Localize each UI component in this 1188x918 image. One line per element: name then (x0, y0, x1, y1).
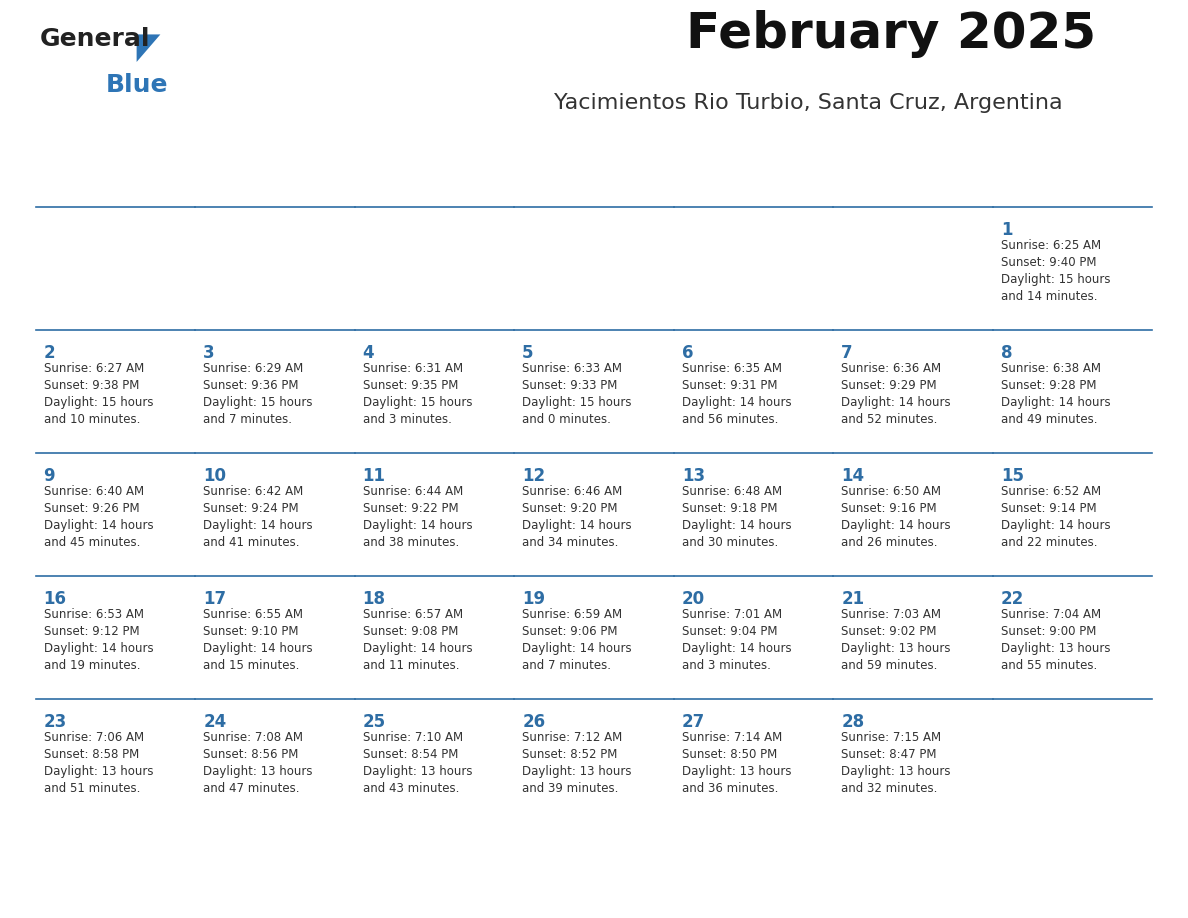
Text: Sunrise: 7:12 AM
Sunset: 8:52 PM
Daylight: 13 hours
and 39 minutes.: Sunrise: 7:12 AM Sunset: 8:52 PM Dayligh… (523, 731, 632, 795)
Text: Sunrise: 7:06 AM
Sunset: 8:58 PM
Daylight: 13 hours
and 51 minutes.: Sunrise: 7:06 AM Sunset: 8:58 PM Dayligh… (44, 731, 153, 795)
Text: General: General (39, 27, 151, 50)
Text: 10: 10 (203, 467, 226, 486)
Text: 5: 5 (523, 344, 533, 363)
Text: Sunrise: 6:53 AM
Sunset: 9:12 PM
Daylight: 14 hours
and 19 minutes.: Sunrise: 6:53 AM Sunset: 9:12 PM Dayligh… (44, 608, 153, 672)
Text: 12: 12 (523, 467, 545, 486)
Text: Sunrise: 6:50 AM
Sunset: 9:16 PM
Daylight: 14 hours
and 26 minutes.: Sunrise: 6:50 AM Sunset: 9:16 PM Dayligh… (841, 485, 950, 549)
Text: Sunday: Sunday (46, 171, 109, 189)
Text: 2: 2 (44, 344, 55, 363)
Text: 26: 26 (523, 713, 545, 732)
Text: Sunrise: 7:08 AM
Sunset: 8:56 PM
Daylight: 13 hours
and 47 minutes.: Sunrise: 7:08 AM Sunset: 8:56 PM Dayligh… (203, 731, 312, 795)
Text: Thursday: Thursday (685, 171, 763, 189)
Text: Sunrise: 6:25 AM
Sunset: 9:40 PM
Daylight: 15 hours
and 14 minutes.: Sunrise: 6:25 AM Sunset: 9:40 PM Dayligh… (1000, 239, 1111, 303)
Polygon shape (137, 34, 160, 62)
Text: 9: 9 (44, 467, 55, 486)
Text: Tuesday: Tuesday (366, 171, 434, 189)
Text: 7: 7 (841, 344, 853, 363)
Text: Sunrise: 6:57 AM
Sunset: 9:08 PM
Daylight: 14 hours
and 11 minutes.: Sunrise: 6:57 AM Sunset: 9:08 PM Dayligh… (362, 608, 473, 672)
Text: 21: 21 (841, 590, 865, 609)
Text: Sunrise: 6:48 AM
Sunset: 9:18 PM
Daylight: 14 hours
and 30 minutes.: Sunrise: 6:48 AM Sunset: 9:18 PM Dayligh… (682, 485, 791, 549)
Text: Sunrise: 6:35 AM
Sunset: 9:31 PM
Daylight: 14 hours
and 56 minutes.: Sunrise: 6:35 AM Sunset: 9:31 PM Dayligh… (682, 362, 791, 426)
Text: Blue: Blue (106, 73, 168, 97)
Text: 28: 28 (841, 713, 865, 732)
Text: Sunrise: 6:59 AM
Sunset: 9:06 PM
Daylight: 14 hours
and 7 minutes.: Sunrise: 6:59 AM Sunset: 9:06 PM Dayligh… (523, 608, 632, 672)
Text: 13: 13 (682, 467, 704, 486)
Text: Sunrise: 6:33 AM
Sunset: 9:33 PM
Daylight: 15 hours
and 0 minutes.: Sunrise: 6:33 AM Sunset: 9:33 PM Dayligh… (523, 362, 632, 426)
Text: 17: 17 (203, 590, 226, 609)
Text: 8: 8 (1000, 344, 1012, 363)
Text: February 2025: February 2025 (685, 10, 1097, 59)
Text: Sunrise: 6:27 AM
Sunset: 9:38 PM
Daylight: 15 hours
and 10 minutes.: Sunrise: 6:27 AM Sunset: 9:38 PM Dayligh… (44, 362, 153, 426)
Text: Sunrise: 6:44 AM
Sunset: 9:22 PM
Daylight: 14 hours
and 38 minutes.: Sunrise: 6:44 AM Sunset: 9:22 PM Dayligh… (362, 485, 473, 549)
Text: Sunrise: 7:14 AM
Sunset: 8:50 PM
Daylight: 13 hours
and 36 minutes.: Sunrise: 7:14 AM Sunset: 8:50 PM Dayligh… (682, 731, 791, 795)
Text: 25: 25 (362, 713, 386, 732)
Text: Sunrise: 6:40 AM
Sunset: 9:26 PM
Daylight: 14 hours
and 45 minutes.: Sunrise: 6:40 AM Sunset: 9:26 PM Dayligh… (44, 485, 153, 549)
Text: 19: 19 (523, 590, 545, 609)
Text: 4: 4 (362, 344, 374, 363)
Text: 16: 16 (44, 590, 67, 609)
Text: Sunrise: 7:03 AM
Sunset: 9:02 PM
Daylight: 13 hours
and 59 minutes.: Sunrise: 7:03 AM Sunset: 9:02 PM Dayligh… (841, 608, 950, 672)
Text: 18: 18 (362, 590, 386, 609)
Text: Saturday: Saturday (1004, 171, 1079, 189)
Text: Sunrise: 6:36 AM
Sunset: 9:29 PM
Daylight: 14 hours
and 52 minutes.: Sunrise: 6:36 AM Sunset: 9:29 PM Dayligh… (841, 362, 950, 426)
Text: 22: 22 (1000, 590, 1024, 609)
Text: Yacimientos Rio Turbio, Santa Cruz, Argentina: Yacimientos Rio Turbio, Santa Cruz, Arge… (554, 94, 1062, 113)
Text: 1: 1 (1000, 221, 1012, 240)
Text: Sunrise: 7:01 AM
Sunset: 9:04 PM
Daylight: 14 hours
and 3 minutes.: Sunrise: 7:01 AM Sunset: 9:04 PM Dayligh… (682, 608, 791, 672)
Text: Sunrise: 7:15 AM
Sunset: 8:47 PM
Daylight: 13 hours
and 32 minutes.: Sunrise: 7:15 AM Sunset: 8:47 PM Dayligh… (841, 731, 950, 795)
Text: Sunrise: 6:38 AM
Sunset: 9:28 PM
Daylight: 14 hours
and 49 minutes.: Sunrise: 6:38 AM Sunset: 9:28 PM Dayligh… (1000, 362, 1111, 426)
Text: 11: 11 (362, 467, 386, 486)
Text: Friday: Friday (845, 171, 895, 189)
Text: Sunrise: 7:04 AM
Sunset: 9:00 PM
Daylight: 13 hours
and 55 minutes.: Sunrise: 7:04 AM Sunset: 9:00 PM Dayligh… (1000, 608, 1111, 672)
Text: 15: 15 (1000, 467, 1024, 486)
Text: Sunrise: 7:10 AM
Sunset: 8:54 PM
Daylight: 13 hours
and 43 minutes.: Sunrise: 7:10 AM Sunset: 8:54 PM Dayligh… (362, 731, 472, 795)
Text: Monday: Monday (207, 171, 272, 189)
Text: 6: 6 (682, 344, 694, 363)
Text: 24: 24 (203, 713, 227, 732)
Text: Sunrise: 6:46 AM
Sunset: 9:20 PM
Daylight: 14 hours
and 34 minutes.: Sunrise: 6:46 AM Sunset: 9:20 PM Dayligh… (523, 485, 632, 549)
Text: 27: 27 (682, 713, 704, 732)
Text: Sunrise: 6:29 AM
Sunset: 9:36 PM
Daylight: 15 hours
and 7 minutes.: Sunrise: 6:29 AM Sunset: 9:36 PM Dayligh… (203, 362, 312, 426)
Text: 23: 23 (44, 713, 67, 732)
Text: Wednesday: Wednesday (525, 171, 621, 189)
Text: Sunrise: 6:31 AM
Sunset: 9:35 PM
Daylight: 15 hours
and 3 minutes.: Sunrise: 6:31 AM Sunset: 9:35 PM Dayligh… (362, 362, 472, 426)
Text: Sunrise: 6:52 AM
Sunset: 9:14 PM
Daylight: 14 hours
and 22 minutes.: Sunrise: 6:52 AM Sunset: 9:14 PM Dayligh… (1000, 485, 1111, 549)
Text: 14: 14 (841, 467, 865, 486)
Text: Sunrise: 6:55 AM
Sunset: 9:10 PM
Daylight: 14 hours
and 15 minutes.: Sunrise: 6:55 AM Sunset: 9:10 PM Dayligh… (203, 608, 312, 672)
Text: 20: 20 (682, 590, 704, 609)
Text: Sunrise: 6:42 AM
Sunset: 9:24 PM
Daylight: 14 hours
and 41 minutes.: Sunrise: 6:42 AM Sunset: 9:24 PM Dayligh… (203, 485, 312, 549)
Text: 3: 3 (203, 344, 215, 363)
